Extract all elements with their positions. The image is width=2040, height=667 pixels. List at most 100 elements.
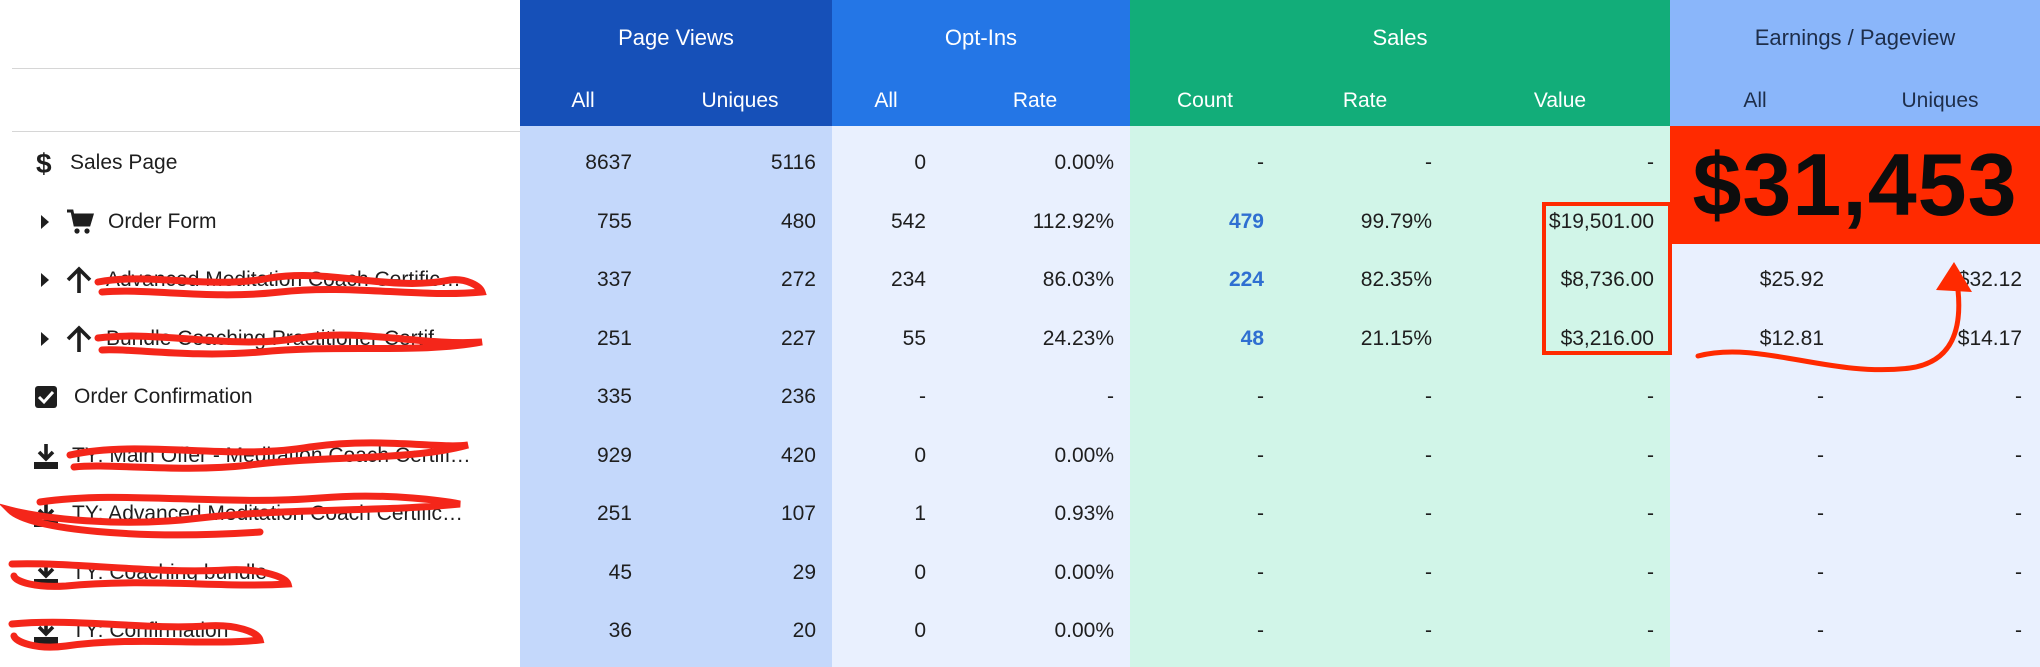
opt-ins-column-bg bbox=[832, 126, 1130, 667]
sales-value-cell: - bbox=[1647, 444, 1654, 467]
pv-all-cell: 337 bbox=[596, 268, 632, 291]
pv-all-cell: 335 bbox=[596, 385, 632, 408]
dollar-icon: $ bbox=[36, 148, 52, 178]
sales-value-cell: - bbox=[1647, 385, 1654, 408]
sales-rate-cell: 21.15% bbox=[1360, 327, 1432, 350]
header-sales-label: Sales bbox=[1372, 25, 1428, 50]
funnel-step-row[interactable]: TY: Confirmation bbox=[0, 602, 510, 660]
opt-all-cell: 0 bbox=[914, 561, 926, 584]
funnel-step-label: Order Form bbox=[108, 210, 217, 233]
subheader-sales-value[interactable]: Value bbox=[1533, 89, 1587, 112]
funnel-step-label: Sales Page bbox=[70, 151, 178, 174]
subheader-opt-all[interactable]: All bbox=[874, 89, 898, 112]
sales-count-link[interactable]: 48 bbox=[1240, 327, 1264, 350]
header-sales[interactable]: Sales bbox=[1130, 0, 1670, 76]
epv-uniques-cell: $32.12 bbox=[1957, 268, 2022, 291]
funnel-step-row[interactable]: Bundle Coaching Practitioner Certif… bbox=[0, 310, 510, 368]
header-page-views[interactable]: Page Views bbox=[520, 0, 832, 76]
opt-rate-cell: 0.00% bbox=[1054, 151, 1114, 174]
opt-rate-cell: 112.92% bbox=[1032, 210, 1114, 233]
epv-all-cell: $25.92 bbox=[1759, 268, 1824, 291]
pv-uniques-cell: 236 bbox=[780, 385, 816, 408]
epv-all-cell: - bbox=[1817, 561, 1824, 584]
subheader-band-pv bbox=[520, 76, 832, 126]
funnel-step-row[interactable]: TY: Coaching bundle bbox=[0, 544, 510, 602]
opt-all-cell: 1 bbox=[914, 502, 926, 525]
sales-value-cell: - bbox=[1647, 561, 1654, 584]
sales-rate-cell: - bbox=[1425, 619, 1432, 642]
sales-value-cell: $19,501.00 bbox=[1548, 210, 1654, 233]
arrow-up-icon bbox=[66, 266, 92, 293]
sales-count-cell: - bbox=[1257, 561, 1264, 584]
header-earnings-per-pageview[interactable]: Earnings / Pageview bbox=[1670, 0, 2040, 76]
subheader-epv-uniques[interactable]: Uniques bbox=[1901, 89, 1979, 112]
pv-all-cell: 251 bbox=[596, 502, 632, 525]
pv-all-cell: 929 bbox=[596, 444, 632, 467]
pv-all-cell: 36 bbox=[608, 619, 632, 642]
pv-uniques-cell: 227 bbox=[780, 327, 816, 350]
opt-all-cell: 542 bbox=[890, 210, 926, 233]
epv-all-cell: - bbox=[1817, 385, 1824, 408]
pv-uniques-cell: 5116 bbox=[770, 151, 816, 174]
pv-uniques-cell: 29 bbox=[792, 561, 816, 584]
subheader-pv-uniques[interactable]: Uniques bbox=[701, 89, 779, 112]
svg-text:$: $ bbox=[36, 148, 52, 178]
funnel-step-row[interactable]: $ Sales Page bbox=[0, 134, 510, 192]
opt-rate-cell: 0.93% bbox=[1054, 502, 1114, 525]
funnel-step-row[interactable]: Order Form bbox=[0, 193, 510, 251]
sales-value-cell: - bbox=[1647, 619, 1654, 642]
opt-all-cell: 0 bbox=[914, 444, 926, 467]
sales-rate-cell: - bbox=[1425, 385, 1432, 408]
sales-count-cell: - bbox=[1257, 151, 1264, 174]
opt-rate-cell: 86.03% bbox=[1042, 268, 1114, 291]
funnel-step-row[interactable]: Order Confirmation bbox=[0, 368, 510, 426]
sales-rate-cell: 82.35% bbox=[1360, 268, 1432, 291]
subheader-band-sales bbox=[1130, 76, 1670, 126]
pv-uniques-cell: 420 bbox=[780, 444, 816, 467]
subheader-pv-all[interactable]: All bbox=[571, 89, 595, 112]
opt-rate-cell: 0.00% bbox=[1054, 619, 1114, 642]
checkbox-icon bbox=[35, 386, 57, 408]
opt-rate-cell: 0.00% bbox=[1054, 561, 1114, 584]
sales-rate-cell: - bbox=[1425, 502, 1432, 525]
subheader-sales-rate[interactable]: Rate bbox=[1342, 89, 1388, 112]
subheader-opt-rate[interactable]: Rate bbox=[1012, 89, 1058, 112]
subheader-band-epv bbox=[1670, 76, 2040, 126]
sales-count-cell: - bbox=[1257, 385, 1264, 408]
download-icon bbox=[34, 561, 58, 586]
sales-count-cell: - bbox=[1257, 619, 1264, 642]
epv-uniques-cell: - bbox=[2015, 385, 2022, 408]
value-column-outline bbox=[1542, 202, 1672, 355]
subheader-epv-all[interactable]: All bbox=[1743, 89, 1767, 112]
expand-caret-icon[interactable] bbox=[38, 329, 52, 349]
epv-uniques-cell: - bbox=[2015, 561, 2022, 584]
epv-all-cell: - bbox=[1817, 619, 1824, 642]
sales-value-cell: $8,736.00 bbox=[1560, 268, 1654, 291]
subheader-sales-count[interactable]: Count bbox=[1176, 89, 1234, 112]
epv-uniques-cell: - bbox=[2015, 502, 2022, 525]
header-opt-ins[interactable]: Opt-Ins bbox=[832, 0, 1130, 76]
pv-all-cell: 755 bbox=[596, 210, 632, 233]
header-divider-bottom bbox=[12, 131, 520, 132]
pv-uniques-cell: 107 bbox=[780, 502, 816, 525]
epv-all-cell: $12.81 bbox=[1759, 327, 1824, 350]
expand-caret-icon[interactable] bbox=[38, 270, 52, 290]
funnel-step-row[interactable]: TY: Main Offer - Meditation Coach Certif… bbox=[0, 427, 510, 485]
sales-value-cell: - bbox=[1647, 502, 1654, 525]
sales-count-link[interactable]: 479 bbox=[1228, 210, 1264, 233]
funnel-step-label: TY: Coaching bundle bbox=[72, 561, 267, 584]
subheader-band-opt bbox=[832, 76, 1130, 126]
funnel-step-label: TY: Main Offer - Meditation Coach Certif… bbox=[72, 444, 471, 467]
funnel-step-label: Order Confirmation bbox=[74, 385, 253, 408]
funnel-step-row[interactable]: TY: Advanced Meditation Coach Certifica… bbox=[0, 485, 510, 543]
expand-caret-icon[interactable] bbox=[38, 212, 52, 232]
sales-count-link[interactable]: 224 bbox=[1228, 268, 1264, 291]
epv-uniques-cell: - bbox=[2015, 444, 2022, 467]
opt-all-cell: 55 bbox=[902, 327, 926, 350]
download-icon bbox=[34, 444, 58, 469]
sales-rate-cell: 99.79% bbox=[1360, 210, 1432, 233]
funnel-step-row[interactable]: Advanced Meditation Coach Certific… bbox=[0, 251, 510, 309]
opt-all-cell: 0 bbox=[914, 619, 926, 642]
epv-all-cell: - bbox=[1817, 502, 1824, 525]
epv-all-cell: - bbox=[1817, 444, 1824, 467]
